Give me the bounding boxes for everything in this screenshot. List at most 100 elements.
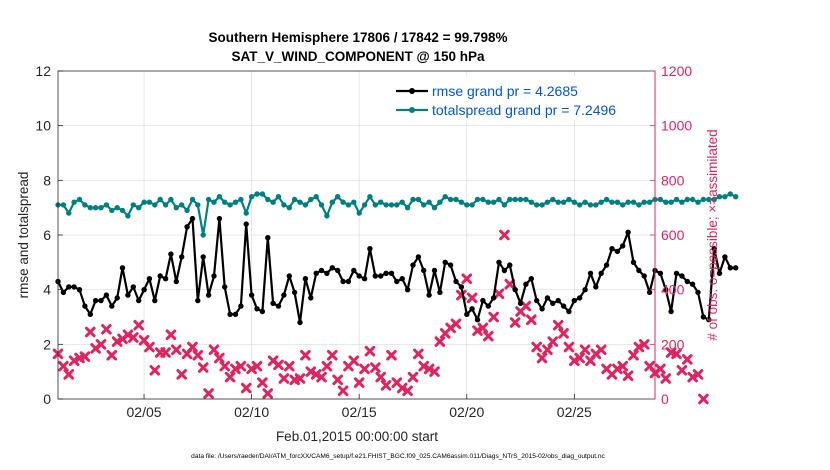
rmse-point (501, 267, 508, 274)
obs-marker (461, 273, 473, 285)
rmse-point (265, 235, 271, 241)
totalspread-point (270, 199, 276, 205)
rmse-point (668, 308, 674, 315)
rmse-point (114, 295, 120, 301)
totalspread-point (324, 213, 330, 219)
totalspread-point (480, 196, 486, 203)
totalspread-point (550, 196, 556, 203)
totalspread-point (593, 202, 599, 208)
totalspread-point (399, 199, 405, 205)
totalspread-point (335, 194, 341, 200)
obs-marker (310, 369, 322, 380)
rmse-point (119, 265, 126, 271)
obs-marker (208, 344, 220, 356)
totalspread-point (620, 202, 626, 208)
obs-marker (101, 324, 112, 335)
rmse-point (673, 270, 680, 276)
rmse-point (82, 303, 88, 309)
rmse-point (496, 259, 502, 265)
rmse-point (679, 273, 685, 279)
totalspread-point (528, 199, 534, 205)
obs-marker (262, 388, 274, 399)
totalspread-point (630, 199, 637, 205)
y-axis-label: rmse and totalspread (16, 172, 31, 299)
obs-marker (681, 354, 693, 365)
x-tick-label: 02/15 (342, 404, 377, 420)
obs-series (52, 229, 709, 405)
obs-marker (622, 370, 634, 382)
obs-marker (359, 363, 370, 375)
obs-marker (316, 371, 327, 383)
legend: rmse grand pr = 4.2685 totalspread grand … (390, 76, 652, 120)
rmse-point (490, 295, 497, 301)
obs-marker (63, 369, 75, 380)
obs-marker (160, 347, 171, 358)
rmse-point (587, 270, 594, 276)
y2-tick-label: 800 (661, 172, 685, 188)
rmse-point (211, 273, 217, 279)
obs-marker (326, 349, 338, 361)
obs-marker (612, 363, 623, 375)
totalspread-point (340, 199, 346, 205)
rmse-point (684, 278, 690, 285)
obs-marker (187, 341, 198, 353)
obs-marker (251, 360, 263, 372)
rmse-point (421, 267, 427, 274)
totalspread-point (426, 199, 432, 205)
rmse-point (469, 306, 475, 312)
totalspread-point (700, 196, 707, 203)
totalspread-point (716, 194, 723, 200)
obs-marker (133, 319, 144, 331)
rmse-point (173, 278, 179, 285)
obs-marker (655, 363, 666, 375)
rmse-point (254, 306, 260, 312)
totalspread-point (657, 196, 664, 203)
rmse-point (189, 215, 196, 222)
rmse-point (517, 300, 524, 306)
rmse-point (286, 273, 292, 279)
obs-marker (127, 332, 139, 343)
rmse-point (431, 267, 438, 274)
rmse-point (345, 278, 352, 285)
totalspread-point (356, 210, 362, 216)
rmse-point (383, 270, 389, 276)
obs-marker (698, 393, 709, 405)
rmse-point (394, 278, 400, 285)
totalspread-point (415, 196, 422, 203)
rmse-point (399, 276, 405, 282)
obs-marker (149, 365, 161, 376)
legend-label: totalspread grand pr = 7.2496 (432, 102, 616, 118)
obs-marker (450, 318, 462, 330)
totalspread-point (722, 194, 728, 200)
rmse-point (125, 292, 131, 298)
totalspread-point (76, 196, 83, 203)
rmse-point (243, 221, 249, 227)
rmse-point (582, 287, 588, 293)
obs-marker (300, 349, 311, 361)
totalspread-point (291, 196, 298, 203)
rmse-point (695, 289, 701, 296)
rmse-point (109, 303, 115, 309)
totalspread-point (603, 196, 610, 203)
obs-marker (197, 362, 209, 373)
rmse-point (458, 284, 465, 290)
y-tick-label: 8 (43, 172, 51, 188)
rmse-point (76, 287, 83, 293)
totalspread-point (141, 199, 147, 205)
obs-marker (423, 363, 435, 375)
totalspread-point (668, 199, 674, 205)
totalspread-point (238, 196, 244, 203)
totalspread-point (383, 202, 389, 208)
rmse-point (302, 276, 309, 282)
totalspread-point (60, 202, 67, 208)
y-tick-label: 10 (35, 118, 51, 134)
obs-marker (230, 363, 241, 375)
rmse-point (620, 243, 626, 249)
totalspread-point (490, 199, 497, 205)
obs-marker (122, 329, 134, 341)
rmse-point (157, 273, 163, 279)
obs-marker (79, 351, 91, 362)
rmse-point (367, 246, 373, 252)
rmse-point (523, 281, 529, 287)
rmse-point (415, 254, 422, 260)
